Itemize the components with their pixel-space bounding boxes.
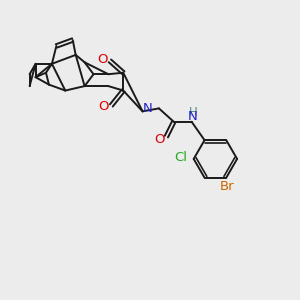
Text: Cl: Cl — [174, 151, 187, 164]
Text: O: O — [99, 100, 109, 113]
Text: O: O — [154, 133, 165, 146]
Text: O: O — [97, 53, 108, 66]
Text: H: H — [189, 106, 197, 119]
Text: N: N — [188, 110, 198, 123]
Text: N: N — [143, 103, 153, 116]
Text: Br: Br — [220, 180, 234, 193]
